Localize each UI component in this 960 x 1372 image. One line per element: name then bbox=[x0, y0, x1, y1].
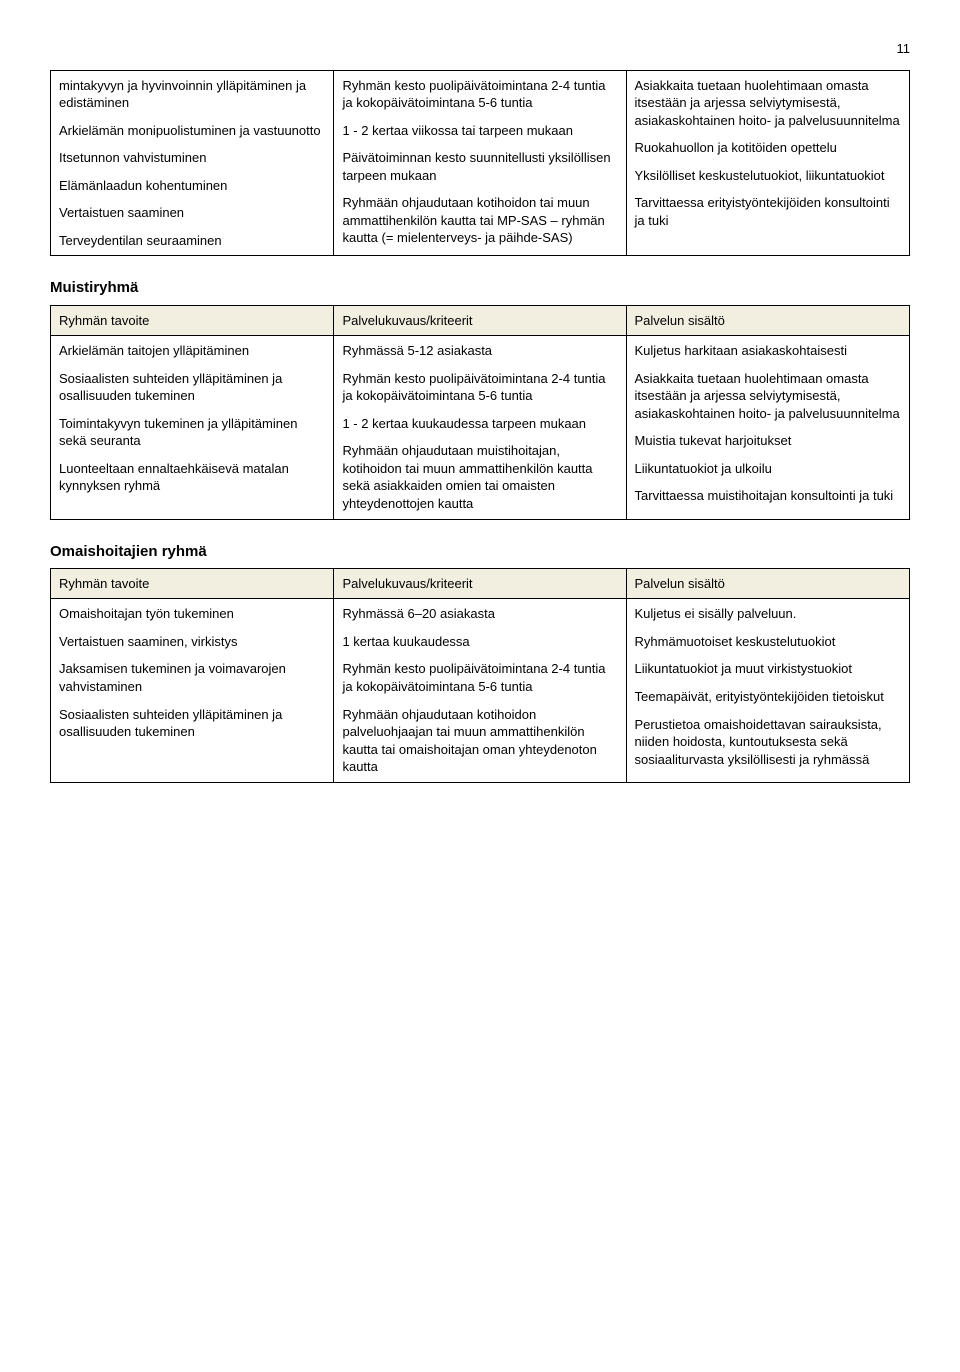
cell-paragraph: Ryhmään ohjaudutaan kotihoidon tai muun … bbox=[342, 194, 617, 247]
cell-paragraph: 1 - 2 kertaa kuukaudessa tarpeen mukaan bbox=[342, 415, 617, 433]
cell-col3: Kuljetus harkitaan asiakaskohtaisesti Asi… bbox=[626, 336, 909, 519]
cell-paragraph: Kuljetus harkitaan asiakaskohtaisesti bbox=[635, 342, 901, 360]
column-header: Ryhmän tavoite bbox=[51, 568, 334, 599]
section-title: Muistiryhmä bbox=[50, 278, 910, 298]
cell-col2: Ryhmässä 5-12 asiakasta Ryhmän kesto puol… bbox=[334, 336, 626, 519]
cell-paragraph: Vertaistuen saaminen, virkistys bbox=[59, 633, 325, 651]
cell-paragraph: 1 - 2 kertaa viikossa tai tarpeen mukaan bbox=[342, 122, 617, 140]
cell-paragraph: Sosiaalisten suhteiden ylläpitäminen ja … bbox=[59, 370, 325, 405]
table-row: Omaishoitajan työn tukeminen Vertaistuen … bbox=[51, 599, 910, 782]
cell-paragraph: Vertaistuen saaminen bbox=[59, 204, 325, 222]
cell-paragraph: Yksilölliset keskustelutuokiot, liikunta… bbox=[635, 167, 901, 185]
cell-paragraph: Perustietoa omaishoidettavan sairauksist… bbox=[635, 716, 901, 769]
cell-paragraph: Kuljetus ei sisälly palveluun. bbox=[635, 605, 901, 623]
cell-col1: Omaishoitajan työn tukeminen Vertaistuen … bbox=[51, 599, 334, 782]
cell-paragraph: Ryhmän kesto puolipäivätoimintana 2-4 tu… bbox=[342, 370, 617, 405]
cell-paragraph: Ryhmän kesto puolipäivätoimintana 2-4 tu… bbox=[342, 660, 617, 695]
cell-paragraph: Teemapäivät, erityistyöntekijöiden tieto… bbox=[635, 688, 901, 706]
cell-paragraph: mintakyvyn ja hyvinvoinnin ylläpitäminen… bbox=[59, 77, 325, 112]
cell-paragraph: Ryhmässä 5-12 asiakasta bbox=[342, 342, 617, 360]
section-table: Ryhmän tavoitePalvelukuvaus/kriteeritPal… bbox=[50, 568, 910, 783]
cell-paragraph: Toimintakyvyn tukeminen ja ylläpitäminen… bbox=[59, 415, 325, 450]
cell-col1: mintakyvyn ja hyvinvoinnin ylläpitäminen… bbox=[51, 70, 334, 256]
cell-paragraph: Sosiaalisten suhteiden ylläpitäminen ja … bbox=[59, 706, 325, 741]
cell-col3: Asiakkaita tuetaan huolehtimaan omasta i… bbox=[626, 70, 909, 256]
table-header-row: Ryhmän tavoitePalvelukuvaus/kriteeritPal… bbox=[51, 305, 910, 336]
cell-paragraph: Luonteeltaan ennaltaehkäisevä matalan ky… bbox=[59, 460, 325, 495]
cell-paragraph: Liikuntatuokiot ja muut virkistystuokiot bbox=[635, 660, 901, 678]
cell-col2: Ryhmän kesto puolipäivätoimintana 2-4 tu… bbox=[334, 70, 626, 256]
column-header: Ryhmän tavoite bbox=[51, 305, 334, 336]
cell-paragraph: Ryhmän kesto puolipäivätoimintana 2-4 tu… bbox=[342, 77, 617, 112]
cell-paragraph: Ryhmään ohjaudutaan kotihoidon palveluoh… bbox=[342, 706, 617, 776]
cell-paragraph: Itsetunnon vahvistuminen bbox=[59, 149, 325, 167]
cell-paragraph: Tarvittaessa muistihoitajan konsultointi… bbox=[635, 487, 901, 505]
column-header: Palvelun sisältö bbox=[626, 568, 909, 599]
cell-paragraph: Muistia tukevat harjoitukset bbox=[635, 432, 901, 450]
cell-paragraph: Elämänlaadun kohentuminen bbox=[59, 177, 325, 195]
cell-paragraph: Ryhmään ohjaudutaan muistihoitajan, koti… bbox=[342, 442, 617, 512]
cell-paragraph: Terveydentilan seuraaminen bbox=[59, 232, 325, 250]
cell-col2: Ryhmässä 6–20 asiakasta 1 kertaa kuukaude… bbox=[334, 599, 626, 782]
cell-col3: Kuljetus ei sisälly palveluun. Ryhmämuoto… bbox=[626, 599, 909, 782]
cell-paragraph: Ryhmämuotoiset keskustelutuokiot bbox=[635, 633, 901, 651]
table-row: mintakyvyn ja hyvinvoinnin ylläpitäminen… bbox=[51, 70, 910, 256]
column-header: Palvelukuvaus/kriteerit bbox=[334, 305, 626, 336]
section-title: Omaishoitajien ryhmä bbox=[50, 542, 910, 562]
section-table: Ryhmän tavoitePalvelukuvaus/kriteeritPal… bbox=[50, 305, 910, 520]
cell-paragraph: Liikuntatuokiot ja ulkoilu bbox=[635, 460, 901, 478]
cell-paragraph: Arkielämän monipuolistuminen ja vastuuno… bbox=[59, 122, 325, 140]
column-header: Palvelun sisältö bbox=[626, 305, 909, 336]
cell-paragraph: Omaishoitajan työn tukeminen bbox=[59, 605, 325, 623]
cell-paragraph: Arkielämän taitojen ylläpitäminen bbox=[59, 342, 325, 360]
cell-col1: Arkielämän taitojen ylläpitäminen Sosiaal… bbox=[51, 336, 334, 519]
top-continuation-table: mintakyvyn ja hyvinvoinnin ylläpitäminen… bbox=[50, 70, 910, 257]
page-number: 11 bbox=[50, 40, 910, 58]
table-header-row: Ryhmän tavoitePalvelukuvaus/kriteeritPal… bbox=[51, 568, 910, 599]
table-row: Arkielämän taitojen ylläpitäminen Sosiaal… bbox=[51, 336, 910, 519]
cell-paragraph: Päivätoiminnan kesto suunnitellusti yksi… bbox=[342, 149, 617, 184]
cell-paragraph: Asiakkaita tuetaan huolehtimaan omasta i… bbox=[635, 370, 901, 423]
cell-paragraph: Tarvittaessa erityistyöntekijöiden konsu… bbox=[635, 194, 901, 229]
cell-paragraph: Jaksamisen tukeminen ja voimavarojen vah… bbox=[59, 660, 325, 695]
cell-paragraph: Ryhmässä 6–20 asiakasta bbox=[342, 605, 617, 623]
cell-paragraph: Asiakkaita tuetaan huolehtimaan omasta i… bbox=[635, 77, 901, 130]
cell-paragraph: Ruokahuollon ja kotitöiden opettelu bbox=[635, 139, 901, 157]
cell-paragraph: 1 kertaa kuukaudessa bbox=[342, 633, 617, 651]
column-header: Palvelukuvaus/kriteerit bbox=[334, 568, 626, 599]
